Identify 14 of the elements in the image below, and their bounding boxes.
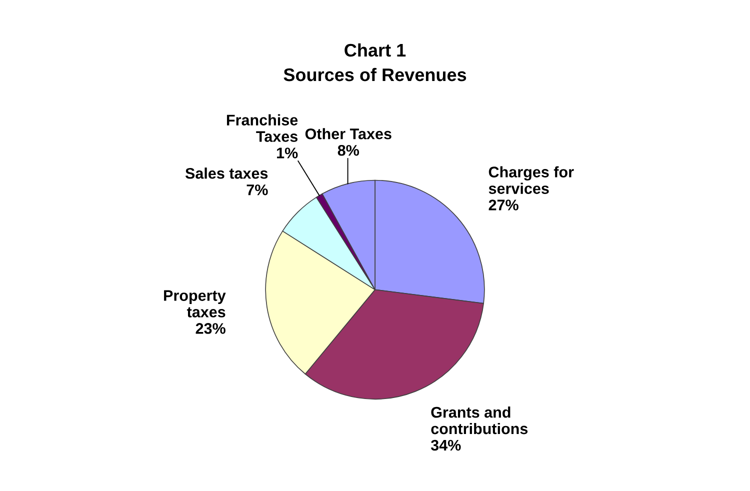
slice-label: Franchise Taxes xyxy=(226,114,298,142)
data-label: 8% xyxy=(338,144,360,156)
data-label: 1% xyxy=(277,148,298,158)
slice-label: Charges for services xyxy=(488,166,574,194)
data-label: 7% xyxy=(246,184,268,196)
slice-label: Property taxes xyxy=(164,290,226,318)
slice-label: Grants and contributions xyxy=(431,406,528,434)
data-label: 27% xyxy=(488,200,518,210)
data-label: 23% xyxy=(196,323,226,334)
slice-label: Other Taxes xyxy=(305,128,392,140)
data-label: 34% xyxy=(430,440,461,451)
slice-label: Sales taxes xyxy=(185,168,268,179)
chart-subtitle: Sources of Revenues xyxy=(284,68,466,82)
chart-title: Chart 1 xyxy=(344,43,406,57)
